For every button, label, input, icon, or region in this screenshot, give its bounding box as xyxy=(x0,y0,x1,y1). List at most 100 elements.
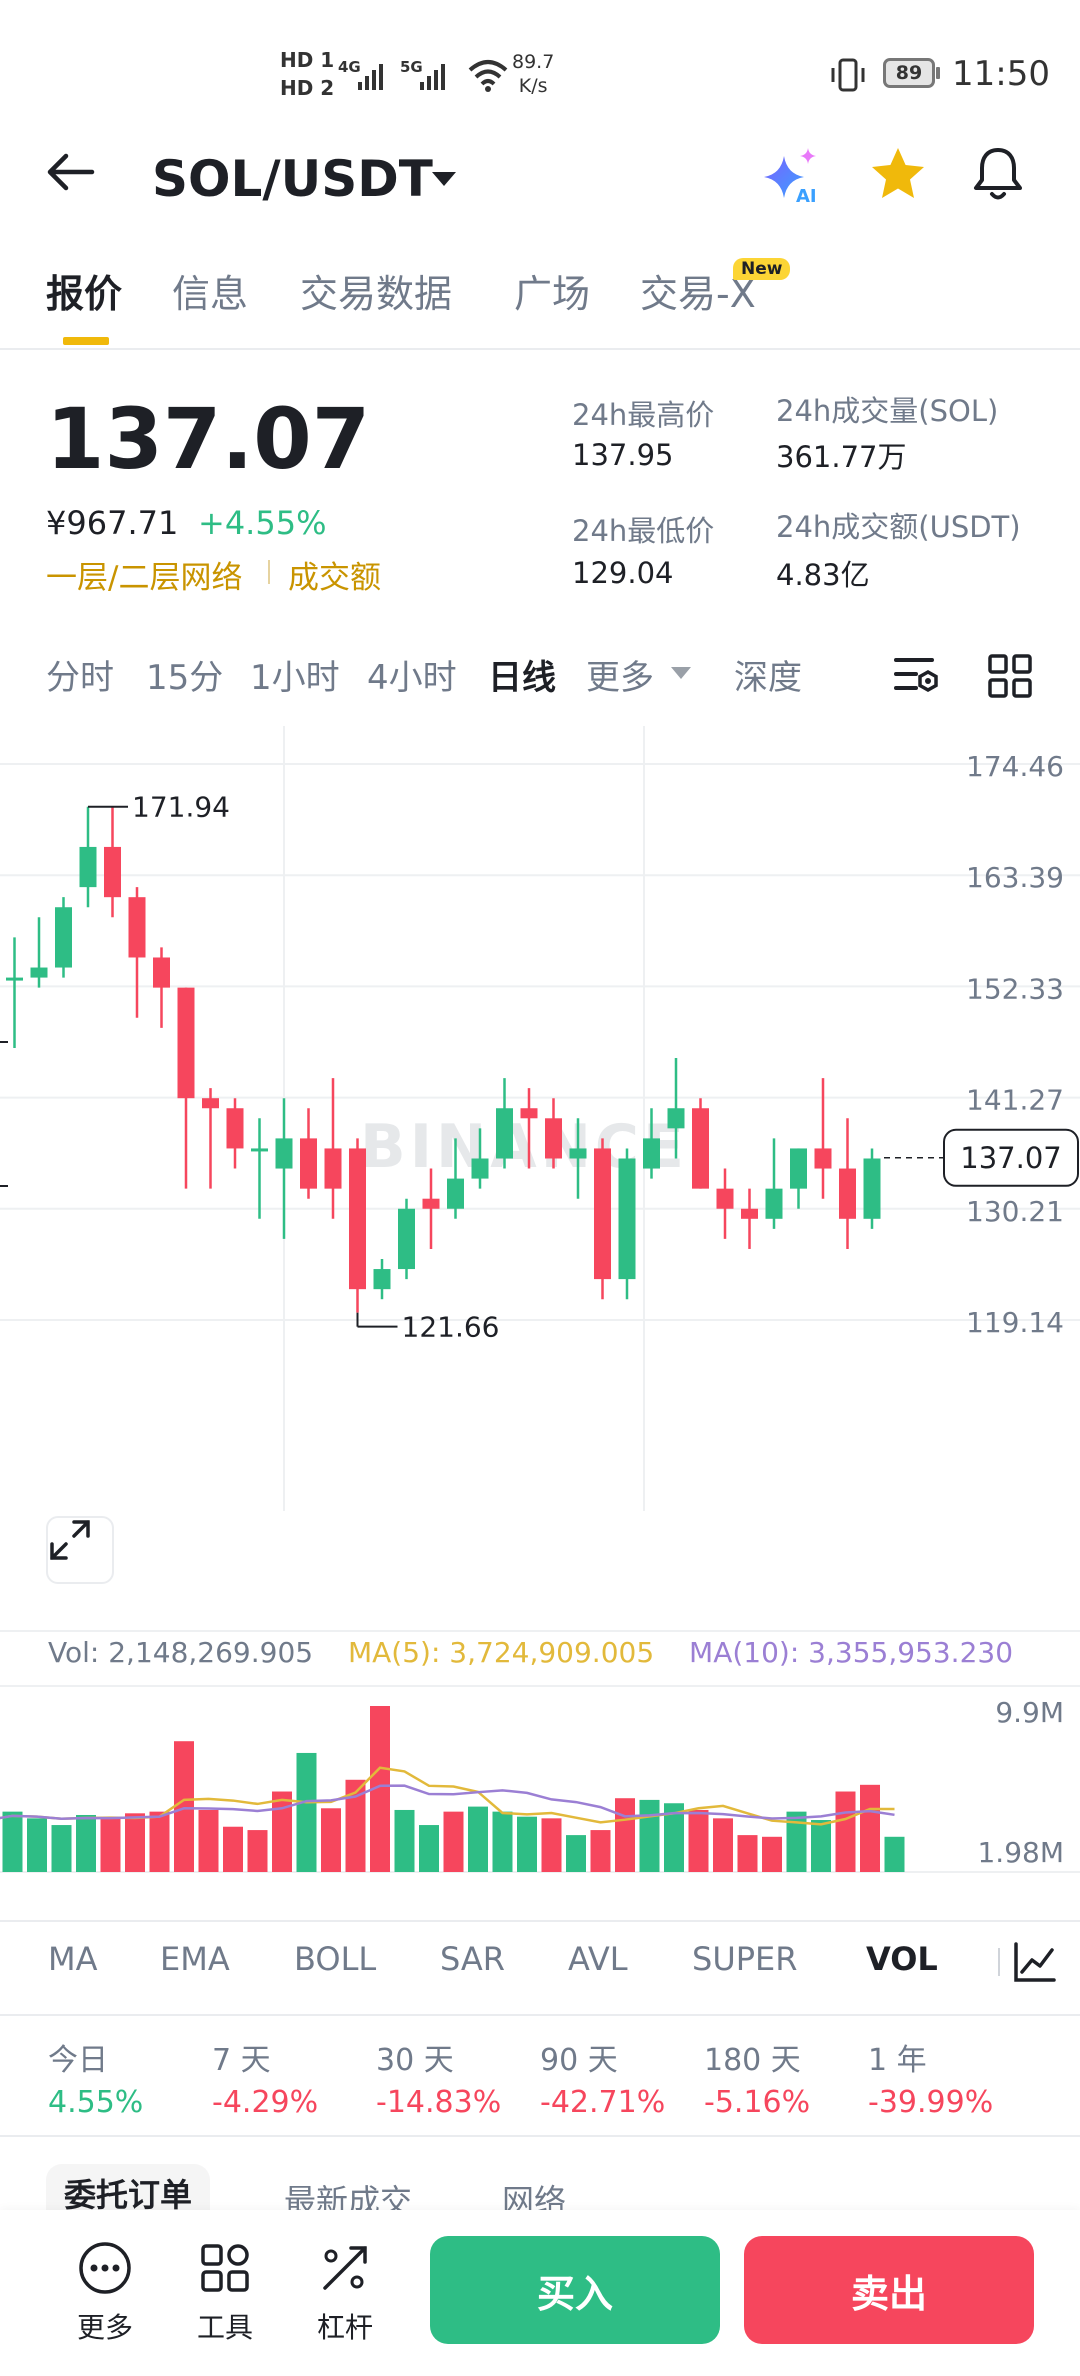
kline-chart[interactable]: BINANCE 174.46 163.39 152.33 141.27 130.21 11… xyxy=(0,726,1080,1876)
tag-network[interactable]: 一层/二层网络 xyxy=(46,560,243,596)
volume-bar xyxy=(51,1825,72,1872)
candle-body xyxy=(790,1148,807,1189)
net-5g-label: 5G xyxy=(400,58,423,76)
candle-body xyxy=(839,1168,856,1219)
tools-button[interactable]: 工具 xyxy=(180,2240,270,2346)
cny-price: ¥967.71 xyxy=(46,504,179,542)
tools-grid-icon xyxy=(201,2244,249,2292)
kline-svg[interactable]: 174.46 163.39 152.33 141.27 130.21 119.14 171.… xyxy=(0,726,1080,1876)
volume-bar xyxy=(590,1830,611,1872)
more-caret-icon[interactable] xyxy=(670,666,692,680)
tab-trading-data[interactable]: 交易数据 xyxy=(300,272,453,316)
interval-15m[interactable]: 15分 xyxy=(146,658,224,698)
indicator-chart-icon[interactable] xyxy=(1012,1940,1056,1984)
tab-square[interactable]: 广场 xyxy=(514,272,591,316)
candle-body xyxy=(300,1138,317,1189)
tab-quote[interactable]: 报价 xyxy=(46,272,123,316)
status-bar: HD 1 HD 2 4G 5G 89.7 K/s 89 11:50 xyxy=(0,0,1080,150)
back-arrow-icon[interactable] xyxy=(44,150,96,194)
volume-bar xyxy=(541,1818,562,1872)
volume-bar xyxy=(639,1799,660,1872)
volume-bar xyxy=(860,1784,880,1872)
tag-separator xyxy=(268,560,270,584)
leverage-button[interactable]: 杠杆 xyxy=(300,2240,390,2346)
divider xyxy=(0,348,1080,350)
candle-body xyxy=(814,1148,832,1169)
divider xyxy=(0,2135,1080,2137)
candle-body xyxy=(545,1118,562,1159)
indicator-sar[interactable]: SAR xyxy=(440,1940,506,1978)
caret-down-icon[interactable] xyxy=(430,170,458,188)
interval-more[interactable]: 更多 xyxy=(586,658,654,698)
volume-bar xyxy=(566,1835,586,1872)
high-value: 137.95 xyxy=(572,438,674,472)
pair-title[interactable]: SOL/USDT xyxy=(152,150,433,208)
candle-body xyxy=(6,977,23,981)
tag-volume[interactable]: 成交额 xyxy=(288,560,381,596)
high-price-label: 171.94 xyxy=(132,791,230,824)
volume-bar xyxy=(517,1816,537,1872)
more-button[interactable]: 更多 xyxy=(60,2240,150,2346)
interval-depth[interactable]: 深度 xyxy=(734,658,802,698)
interval-1h[interactable]: 1小时 xyxy=(250,658,340,698)
bottom-action-bar: 更多 工具 杠杆 买入 卖出 xyxy=(0,2210,1080,2376)
indicator-vol[interactable]: VOL xyxy=(866,1940,938,1978)
net-4g-label: 4G xyxy=(338,58,361,76)
candle-body xyxy=(275,1138,293,1169)
candle-body xyxy=(569,1148,587,1159)
vol-ma10-line xyxy=(0,1784,895,1821)
network-speed: 89.7 K/s xyxy=(512,51,555,97)
volume-bar xyxy=(688,1809,709,1872)
interval-4h[interactable]: 4小时 xyxy=(367,658,457,698)
tab-info[interactable]: 信息 xyxy=(172,272,249,316)
volume-bar xyxy=(835,1791,856,1872)
signal-icon: 4G 5G xyxy=(338,58,445,90)
last-price-tag: 137.07 xyxy=(960,1141,1061,1175)
volume-bar xyxy=(27,1818,47,1872)
header: SOL/USDT AI xyxy=(0,140,1080,220)
candle-body xyxy=(741,1208,758,1219)
candle-body xyxy=(226,1108,244,1149)
interval-time[interactable]: 分时 xyxy=(46,658,114,698)
low-value: 129.04 xyxy=(572,556,674,590)
subtab-network[interactable]: 网络 xyxy=(502,2182,567,2210)
favorite-star-icon[interactable] xyxy=(868,144,928,204)
candle-body xyxy=(153,957,170,988)
subtab-open-orders[interactable]: 委托订单 xyxy=(46,2164,211,2210)
notification-bell-icon[interactable] xyxy=(970,144,1026,204)
candle-body xyxy=(324,1148,342,1189)
volume-bar xyxy=(762,1836,782,1872)
interval-1d[interactable]: 日线 xyxy=(488,658,556,698)
indicator-ma[interactable]: MA xyxy=(48,1940,98,1978)
candle-body xyxy=(373,1269,391,1290)
vol-axis-min: 1.98M xyxy=(977,1836,1064,1869)
ai-sparkle-icon[interactable]: AI xyxy=(760,146,826,206)
indicator-ema[interactable]: EMA xyxy=(160,1940,230,1978)
price-axis-label: 163.39 xyxy=(966,861,1064,894)
volume-bar xyxy=(296,1752,317,1872)
active-tab-indicator xyxy=(63,337,109,345)
candle-body xyxy=(55,907,72,968)
interval-selector: 分时 15分 1小时 4小时 日线 更多 深度 xyxy=(0,650,1080,720)
sell-button[interactable]: 卖出 xyxy=(744,2236,1034,2344)
indicator-boll[interactable]: BOLL xyxy=(294,1940,377,1978)
volume-bar xyxy=(492,1811,513,1872)
grid-layout-icon[interactable] xyxy=(988,654,1032,698)
subtab-latest-trades[interactable]: 最新成交 xyxy=(284,2182,413,2210)
tools-label: 工具 xyxy=(196,2311,253,2344)
volume-bar xyxy=(737,1835,758,1872)
fullscreen-button[interactable] xyxy=(46,1516,114,1584)
divider xyxy=(0,2014,1080,2016)
more-label: 更多 xyxy=(76,2311,133,2344)
candle-body xyxy=(594,1148,611,1280)
buy-button[interactable]: 买入 xyxy=(430,2236,720,2344)
performance-row: 今日 4.55% 7 天 -4.29% 30 天 -14.83% 90 天 -4… xyxy=(0,2035,1080,2125)
volume-bar xyxy=(468,1806,488,1872)
last-price-box xyxy=(943,1128,1079,1187)
candle-body xyxy=(79,846,97,888)
volume-bar xyxy=(247,1830,268,1872)
indicator-super[interactable]: SUPER xyxy=(692,1940,798,1978)
indicator-avl[interactable]: AVL xyxy=(568,1940,628,1978)
volume-bar xyxy=(664,1803,684,1872)
chart-settings-icon[interactable] xyxy=(892,654,942,698)
